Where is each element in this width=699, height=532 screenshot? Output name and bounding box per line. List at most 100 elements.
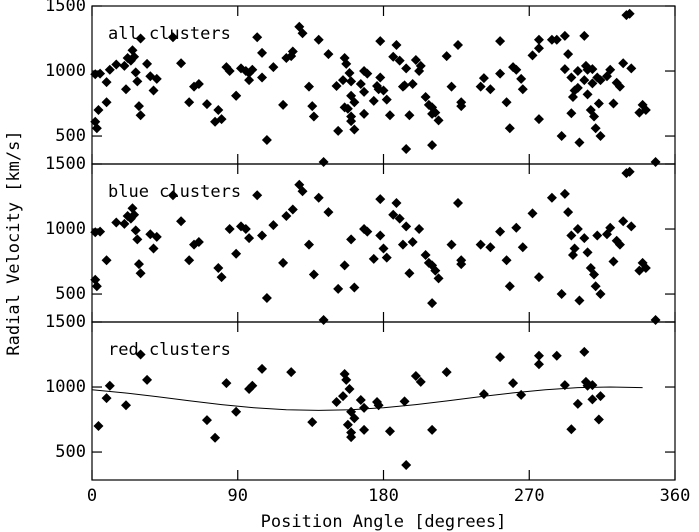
point [589, 111, 600, 122]
point [342, 419, 353, 430]
point [176, 58, 187, 69]
point [399, 396, 410, 407]
point [590, 123, 601, 134]
point [101, 255, 112, 266]
point [579, 30, 590, 41]
point [478, 389, 489, 400]
point [119, 218, 130, 229]
point [516, 73, 527, 84]
point [244, 75, 255, 86]
point [313, 192, 324, 203]
point [355, 79, 366, 90]
point [446, 81, 457, 92]
point [378, 243, 389, 254]
point [456, 101, 467, 112]
point [148, 85, 159, 96]
point [640, 105, 651, 116]
point [533, 114, 544, 125]
point [111, 59, 122, 70]
point [569, 243, 580, 254]
point [257, 230, 268, 241]
y-tick-label: 500 [55, 126, 86, 146]
point [485, 84, 496, 95]
point [247, 380, 258, 391]
point [135, 349, 146, 360]
point [401, 144, 412, 155]
point [133, 101, 144, 112]
point [533, 359, 544, 370]
point [278, 257, 289, 268]
point [427, 298, 438, 309]
point [333, 125, 344, 136]
point [224, 224, 235, 235]
point [517, 242, 528, 253]
point [132, 76, 143, 87]
point [101, 77, 112, 88]
point [478, 73, 489, 84]
point [572, 66, 583, 77]
point [572, 82, 583, 93]
point [388, 51, 399, 62]
x-tick-label: 90 [228, 486, 248, 506]
point [495, 352, 506, 363]
point [566, 108, 577, 119]
x-tick-label: 270 [514, 486, 545, 506]
point [339, 260, 350, 271]
point [559, 380, 570, 391]
point [261, 292, 272, 303]
point [533, 350, 544, 361]
point [401, 221, 412, 232]
point [359, 108, 370, 119]
point [566, 424, 577, 435]
point [587, 394, 598, 405]
point [590, 281, 601, 292]
point [511, 222, 522, 233]
point [132, 234, 143, 245]
point [210, 432, 221, 443]
point [614, 81, 625, 92]
point [551, 350, 562, 361]
point [504, 281, 515, 292]
point [427, 140, 438, 151]
point [184, 255, 195, 266]
point [257, 363, 268, 374]
point [388, 209, 399, 220]
point [346, 432, 357, 443]
point [404, 268, 415, 279]
point [516, 389, 527, 400]
point [579, 75, 590, 86]
point [151, 231, 162, 242]
point [373, 84, 384, 95]
point [495, 36, 506, 47]
point [572, 398, 583, 409]
point [308, 269, 319, 280]
point [286, 51, 297, 62]
point [508, 62, 519, 73]
point [373, 400, 384, 411]
y-tick-label: 500 [55, 284, 86, 304]
point [618, 216, 629, 227]
point [624, 166, 635, 177]
panel-title: red clusters [108, 340, 231, 360]
point [446, 239, 457, 250]
point [375, 230, 386, 241]
point [281, 211, 292, 222]
point [129, 51, 140, 62]
point [244, 233, 255, 244]
point [247, 64, 258, 75]
point [452, 198, 463, 209]
point [323, 207, 334, 218]
point [91, 281, 102, 292]
point [381, 252, 392, 263]
point [650, 157, 661, 168]
point [231, 406, 242, 417]
point [650, 315, 661, 326]
point [559, 64, 570, 75]
point [381, 94, 392, 105]
point [582, 247, 593, 258]
point [119, 60, 130, 71]
point [216, 272, 227, 283]
point [101, 393, 112, 404]
point [384, 110, 395, 121]
point [355, 395, 366, 406]
